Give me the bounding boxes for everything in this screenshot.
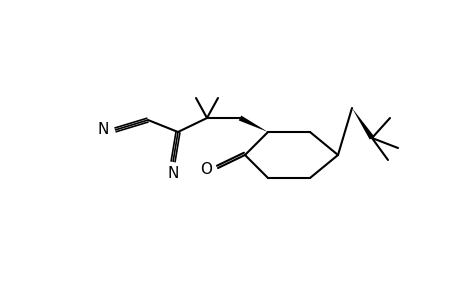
Text: N: N — [97, 122, 108, 137]
Text: N: N — [167, 166, 178, 181]
Text: O: O — [200, 163, 212, 178]
Polygon shape — [238, 116, 268, 132]
Polygon shape — [351, 108, 374, 140]
